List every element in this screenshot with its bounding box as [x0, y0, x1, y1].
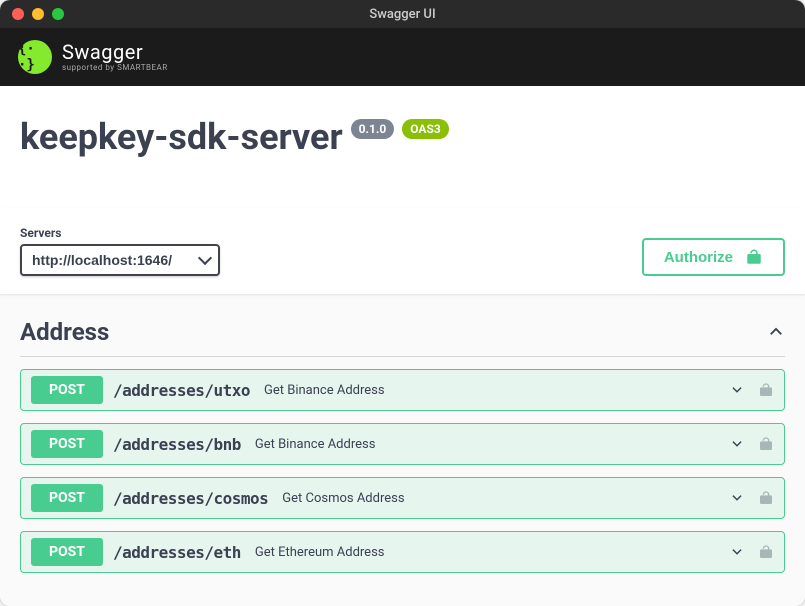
logo-text-wrap: Swagger supported by SMARTBEAR	[62, 42, 168, 72]
operation-row[interactable]: POST/addresses/bnb Get Binance Address	[20, 423, 785, 465]
operation-path: /addresses/cosmos	[113, 489, 268, 508]
maximize-window-button[interactable]	[52, 8, 64, 20]
operation-summary: Get Binance Address	[255, 437, 376, 452]
chevron-down-icon	[728, 491, 746, 505]
method-badge: POST	[31, 376, 103, 404]
version-badge: 0.1.0	[351, 119, 395, 139]
scheme-container: Servers http://localhost:1646/ Authorize	[0, 208, 805, 294]
api-title-row: keepkey-sdk-server 0.1.0 OAS3	[20, 116, 785, 158]
operation-row[interactable]: POST/addresses/eth Get Ethereum Address	[20, 531, 785, 573]
window-controls	[0, 8, 64, 20]
server-select-wrap: http://localhost:1646/	[20, 244, 220, 276]
chevron-down-icon	[728, 545, 746, 559]
window-title: Swagger UI	[0, 7, 805, 22]
logo-glyph: {· ·}	[18, 41, 52, 73]
operation-summary: Get Cosmos Address	[282, 491, 404, 506]
operation-path: /addresses/utxo	[113, 381, 250, 400]
unlock-icon	[745, 248, 763, 266]
oas-badge: OAS3	[402, 119, 449, 139]
operation-summary: Get Ethereum Address	[255, 545, 385, 560]
operation-actions	[728, 381, 774, 399]
unlock-icon[interactable]	[758, 543, 774, 561]
api-title: keepkey-sdk-server	[20, 116, 343, 158]
operation-actions	[728, 435, 774, 453]
authorize-button[interactable]: Authorize	[642, 238, 785, 276]
servers-label: Servers	[20, 226, 220, 240]
close-window-button[interactable]	[12, 8, 24, 20]
method-badge: POST	[31, 430, 103, 458]
tag-header[interactable]: Address	[20, 304, 785, 357]
swagger-logo-icon: {· ·}	[18, 40, 52, 74]
minimize-window-button[interactable]	[32, 8, 44, 20]
chevron-up-icon	[767, 323, 785, 341]
operation-path: /addresses/bnb	[113, 435, 241, 454]
titlebar: Swagger UI	[0, 0, 805, 28]
servers-block: Servers http://localhost:1646/	[20, 226, 220, 276]
operations-section: Address POST/addresses/utxo Get Binance A…	[0, 294, 805, 593]
unlock-icon[interactable]	[758, 435, 774, 453]
brand-subtitle: supported by SMARTBEAR	[62, 64, 168, 72]
operation-row[interactable]: POST/addresses/cosmos Get Cosmos Address	[20, 477, 785, 519]
method-badge: POST	[31, 484, 103, 512]
swagger-logo[interactable]: {· ·} Swagger supported by SMARTBEAR	[18, 40, 168, 74]
operations-list: POST/addresses/utxoGet Binance AddressPO…	[20, 369, 785, 573]
topbar: {· ·} Swagger supported by SMARTBEAR	[0, 28, 805, 86]
api-info: keepkey-sdk-server 0.1.0 OAS3	[0, 86, 805, 208]
server-select[interactable]: http://localhost:1646/	[20, 244, 220, 276]
authorize-label: Authorize	[664, 249, 733, 266]
content-scroll[interactable]: keepkey-sdk-server 0.1.0 OAS3 Servers ht…	[0, 86, 805, 606]
operation-summary: Get Binance Address	[264, 383, 385, 398]
operation-actions	[728, 543, 774, 561]
method-badge: POST	[31, 538, 103, 566]
app-window: Swagger UI {· ·} Swagger supported by SM…	[0, 0, 805, 606]
tag-name: Address	[20, 318, 109, 346]
unlock-icon[interactable]	[758, 381, 774, 399]
operation-path: /addresses/eth	[113, 543, 241, 562]
operation-row[interactable]: POST/addresses/utxo Get Binance Address	[20, 369, 785, 411]
chevron-down-icon	[728, 437, 746, 451]
operation-actions	[728, 489, 774, 507]
brand-name: Swagger	[62, 42, 168, 62]
unlock-icon[interactable]	[758, 489, 774, 507]
chevron-down-icon	[728, 383, 746, 397]
